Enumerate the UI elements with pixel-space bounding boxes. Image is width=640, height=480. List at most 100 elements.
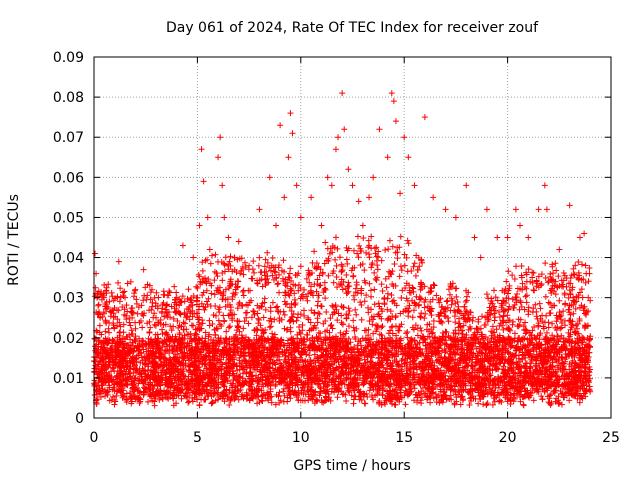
data-point xyxy=(194,285,201,292)
data-point xyxy=(151,310,158,317)
data-point xyxy=(352,306,359,313)
data-point xyxy=(287,265,294,272)
data-point xyxy=(365,332,372,339)
data-point xyxy=(520,401,527,408)
data-point xyxy=(510,304,517,311)
data-point xyxy=(285,291,292,298)
data-point xyxy=(241,318,248,325)
data-point xyxy=(162,306,169,313)
data-point xyxy=(572,305,579,312)
data-point xyxy=(572,262,579,269)
data-point xyxy=(338,319,345,326)
data-point xyxy=(311,248,318,255)
data-point xyxy=(509,272,516,279)
data-point xyxy=(558,390,565,397)
data-points xyxy=(91,90,594,409)
data-point xyxy=(204,214,211,221)
data-point xyxy=(530,287,537,294)
data-point xyxy=(325,272,332,279)
data-point xyxy=(505,306,512,313)
data-point xyxy=(378,281,385,288)
data-point xyxy=(586,270,593,277)
data-point xyxy=(452,319,459,326)
data-point xyxy=(318,303,325,310)
data-point xyxy=(463,182,470,189)
data-point xyxy=(148,306,155,313)
data-point xyxy=(214,258,221,265)
data-point xyxy=(393,332,400,339)
data-point xyxy=(322,295,329,302)
data-point xyxy=(92,250,99,257)
data-point xyxy=(296,324,303,331)
data-point xyxy=(208,400,215,407)
data-point xyxy=(256,206,263,213)
data-point xyxy=(398,321,405,328)
data-point xyxy=(442,206,449,213)
data-point xyxy=(516,321,523,328)
data-point xyxy=(403,280,410,287)
data-point xyxy=(275,392,282,399)
data-point xyxy=(545,279,552,286)
data-point xyxy=(199,320,206,327)
data-point xyxy=(509,321,516,328)
data-point xyxy=(119,303,126,310)
data-point xyxy=(417,295,424,302)
data-point xyxy=(256,277,263,284)
data-point xyxy=(518,263,525,270)
data-point xyxy=(354,250,361,257)
data-point xyxy=(465,312,472,319)
data-point xyxy=(511,301,518,308)
data-point xyxy=(401,251,408,258)
data-point xyxy=(398,294,405,301)
data-point xyxy=(444,314,451,321)
data-point xyxy=(313,260,320,267)
data-point xyxy=(343,272,350,279)
data-point xyxy=(339,90,346,97)
data-point xyxy=(170,402,177,409)
data-point xyxy=(542,275,549,282)
data-point xyxy=(126,319,133,326)
data-point xyxy=(261,299,268,306)
data-point xyxy=(375,300,382,307)
data-point xyxy=(350,247,357,254)
data-point xyxy=(274,281,281,288)
data-point xyxy=(354,233,361,240)
data-point xyxy=(322,239,329,246)
data-point xyxy=(185,286,192,293)
data-point xyxy=(280,385,287,392)
data-point xyxy=(538,280,545,287)
data-point xyxy=(453,285,460,292)
data-point xyxy=(422,310,429,317)
data-point xyxy=(316,282,323,289)
data-point xyxy=(485,295,492,302)
data-point xyxy=(411,182,418,189)
data-point xyxy=(500,297,507,304)
data-point xyxy=(195,271,202,278)
data-point xyxy=(543,329,550,336)
data-point xyxy=(493,326,500,333)
data-point xyxy=(511,276,518,283)
data-point xyxy=(405,313,412,320)
data-point xyxy=(517,222,524,229)
data-point xyxy=(306,352,313,359)
data-point xyxy=(384,306,391,313)
data-point xyxy=(553,267,560,274)
data-point xyxy=(483,206,490,213)
data-point xyxy=(277,122,284,129)
data-point xyxy=(303,275,310,282)
data-point xyxy=(96,322,103,329)
data-point xyxy=(242,309,249,316)
data-point xyxy=(542,260,549,267)
data-point xyxy=(233,327,240,334)
data-point xyxy=(225,324,232,331)
data-point xyxy=(463,297,470,304)
data-point xyxy=(586,386,593,393)
data-point xyxy=(473,345,480,352)
data-point xyxy=(386,237,393,244)
data-point xyxy=(301,312,308,319)
data-point xyxy=(404,334,411,341)
data-point xyxy=(561,290,568,297)
data-point xyxy=(392,401,399,408)
data-point xyxy=(402,401,409,408)
data-point xyxy=(172,309,179,316)
